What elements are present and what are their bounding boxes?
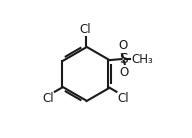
Text: O: O: [118, 39, 127, 52]
Text: Cl: Cl: [43, 92, 54, 105]
Text: S: S: [119, 52, 128, 66]
Text: CH₃: CH₃: [131, 53, 153, 66]
Text: Cl: Cl: [117, 92, 129, 105]
Text: Cl: Cl: [80, 23, 91, 36]
Text: O: O: [120, 66, 129, 79]
